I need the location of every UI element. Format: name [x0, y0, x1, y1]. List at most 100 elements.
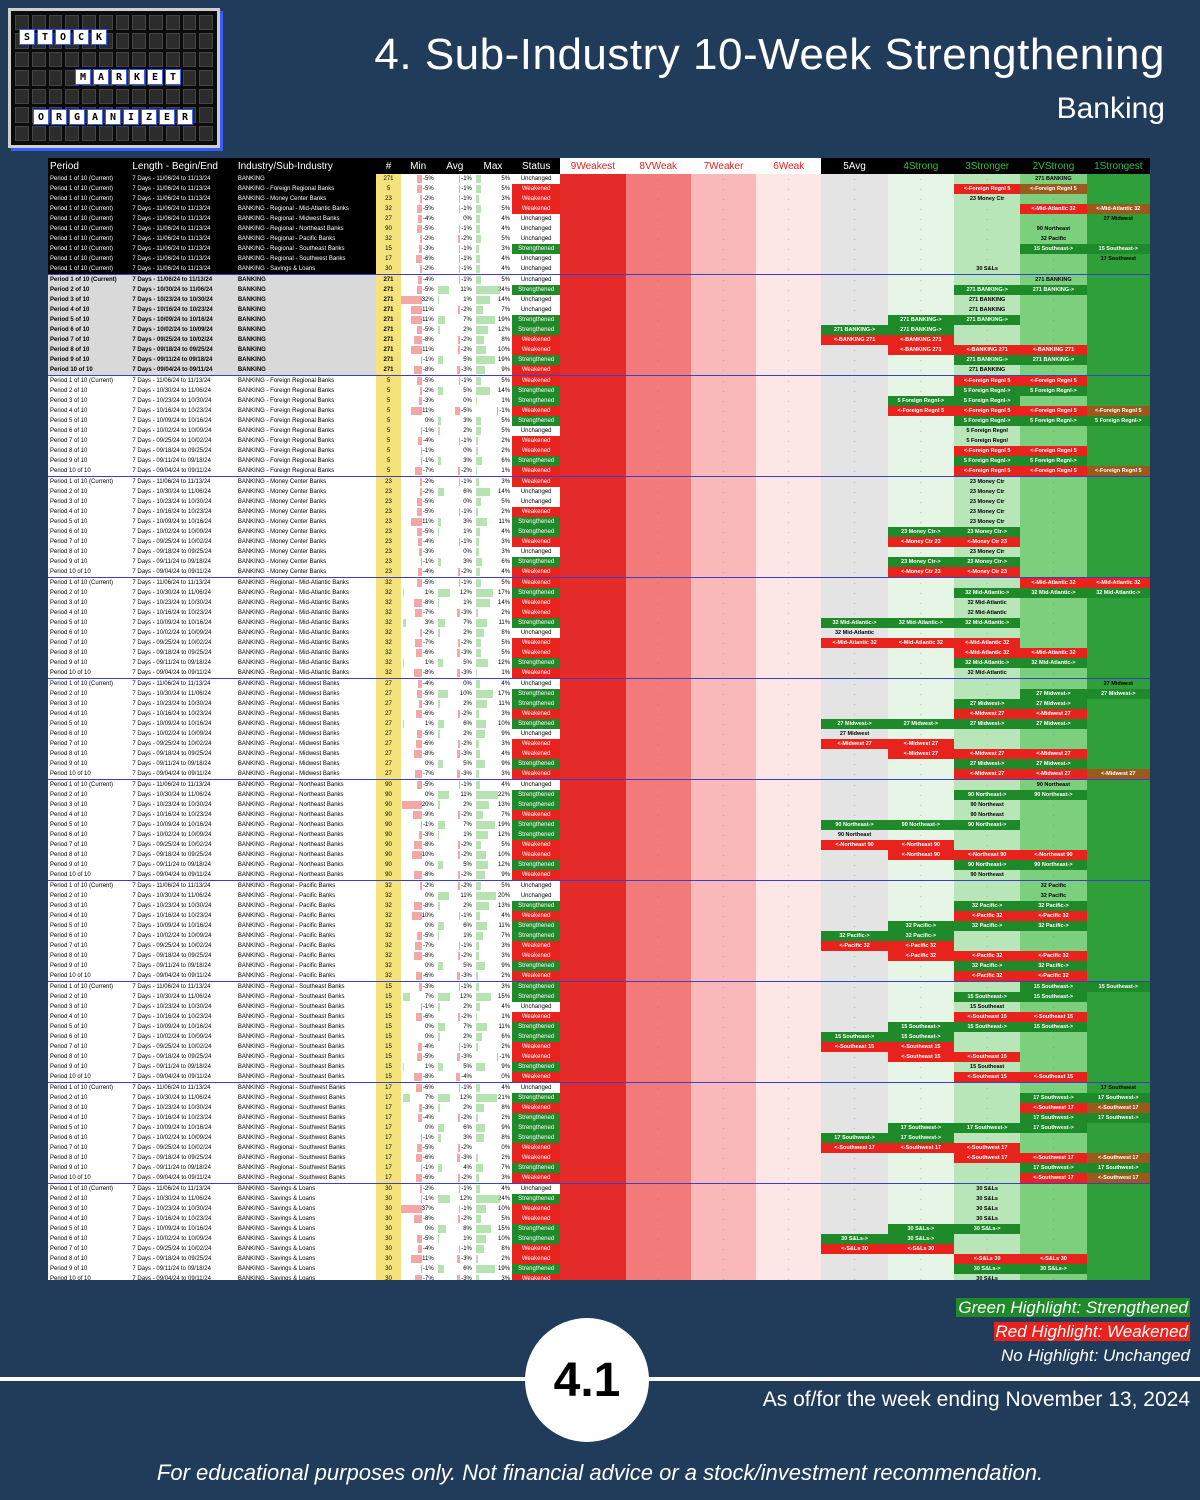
min-cell: 7%	[400, 992, 436, 1002]
industry-cell: BANKING - Savings & Loans	[235, 1244, 377, 1254]
status-badge: Unchanged	[512, 214, 561, 224]
count-cell: 32	[376, 588, 401, 598]
period-cell: Period 3 of 10	[48, 1204, 131, 1214]
rank-empty-cell: .	[821, 668, 888, 679]
rank-empty-cell: .	[821, 1012, 888, 1022]
rank-pill: 90 Northeast->	[954, 860, 1021, 870]
period-cell: Period 3 of 10	[48, 800, 131, 810]
rank-empty-cell: .	[1086, 891, 1150, 901]
period-cell: Period 10 of 10	[48, 466, 131, 477]
rank-pill: 23 Money Ctr	[954, 194, 1021, 204]
max-cell: 11%	[473, 699, 513, 709]
rank-empty-cell: .	[690, 1032, 757, 1042]
rank-empty-cell: .	[625, 1143, 691, 1153]
avg-cell: -2%	[435, 870, 474, 881]
table-row: Period 3 of 10 7 Days - 10/23/24 to 10/30…	[48, 598, 1150, 608]
max-bar	[475, 326, 488, 334]
rank-empty-cell: .	[1086, 860, 1150, 870]
rank-empty-cell: .	[756, 1012, 822, 1022]
count-cell: 17	[376, 1113, 401, 1123]
status-badge: Strengthened	[512, 1194, 561, 1204]
rank-empty-cell: .	[560, 880, 626, 891]
rank-empty-cell: .	[560, 891, 626, 901]
rank-empty-cell: .	[1020, 1234, 1087, 1244]
table-row: Period 5 of 10 7 Days - 10/09/24 to 10/16…	[48, 517, 1150, 527]
column-header: Period	[48, 158, 131, 174]
rank-empty-cell: .	[756, 1133, 822, 1143]
industry-cell: BANKING - Money Center Banks	[235, 547, 377, 557]
rank-empty-cell: .	[560, 1022, 626, 1032]
rank-empty-cell: .	[1020, 517, 1087, 527]
period-cell: Period 2 of 10	[48, 891, 131, 901]
rank-empty-cell: .	[821, 810, 888, 820]
max-cell: 3%	[473, 951, 513, 961]
rank-empty-cell: .	[625, 598, 691, 608]
count-cell: 30	[376, 1264, 401, 1274]
count-cell: 15	[376, 244, 401, 254]
date-range-cell: 7 Days - 10/16/24 to 10/23/24	[130, 406, 236, 416]
count-cell: 15	[376, 1072, 401, 1083]
period-cell: Period 5 of 10	[48, 1224, 131, 1234]
rank-empty-cell: .	[1086, 345, 1150, 355]
rank-empty-cell: .	[887, 1214, 954, 1224]
min-cell: 1%	[400, 588, 436, 598]
period-cell: Period 2 of 10	[48, 790, 131, 800]
rank-pill: <-Mid-Atlantic 32	[887, 638, 954, 648]
min-cell: -8%	[400, 1214, 436, 1224]
period-cell: Period 8 of 10	[48, 1254, 131, 1264]
rank-empty-cell: .	[625, 476, 691, 487]
rank-empty-cell: .	[821, 375, 888, 386]
avg-cell: 6%	[435, 921, 474, 931]
min-cell: 1%	[400, 1062, 436, 1072]
rank-empty-cell: .	[560, 769, 626, 780]
rank-empty-cell: .	[1020, 1194, 1087, 1204]
avg-cell: -2%	[435, 234, 474, 244]
min-cell: -2%	[400, 386, 436, 396]
rank-empty-cell: .	[560, 1163, 626, 1173]
avg-bar	[437, 1003, 440, 1011]
table-row: Period 7 of 10 7 Days - 09/25/24 to 10/02…	[48, 537, 1150, 547]
min-cell: -32%	[400, 295, 436, 305]
count-cell: 90	[376, 820, 401, 830]
rank-pill: 32 Pacific->	[887, 921, 954, 931]
rank-empty-cell: .	[756, 608, 822, 618]
industry-cell: BANKING - Regional - Mid-Atlantic Banks	[235, 668, 377, 679]
max-cell: 4%	[473, 264, 513, 275]
rank-pill: 271 BANKING->	[887, 315, 954, 325]
table-row: Period 4 of 10 7 Days - 10/16/24 to 10/23…	[48, 1214, 1150, 1224]
max-bar	[475, 538, 479, 546]
rank-empty-cell: .	[887, 375, 954, 386]
rank-pill: 5 Foreign Regnl->	[1020, 456, 1087, 466]
rank-pill: <-Pacific 32	[821, 941, 888, 951]
rank-empty-cell: .	[560, 274, 626, 285]
count-cell: 27	[376, 749, 401, 759]
status-badge: Unchanged	[512, 1183, 561, 1194]
rank-empty-cell: .	[1020, 426, 1087, 436]
rank-pill: 27 Midwest->	[954, 699, 1021, 709]
avg-bar	[437, 417, 441, 425]
max-cell: 5%	[473, 426, 513, 436]
rank-empty-cell: .	[625, 1194, 691, 1204]
date-range-cell: 7 Days - 09/18/24 to 09/25/24	[130, 749, 236, 759]
rank-empty-cell: .	[1086, 264, 1150, 275]
rank-empty-cell: .	[887, 658, 954, 668]
count-cell: 5	[376, 396, 401, 406]
date-range-cell: 7 Days - 11/06/24 to 11/13/24	[130, 174, 236, 184]
rank-empty-cell: .	[821, 850, 888, 860]
rank-empty-cell: .	[625, 396, 691, 406]
rank-empty-cell: .	[625, 769, 691, 780]
date-range-cell: 7 Days - 10/16/24 to 10/23/24	[130, 507, 236, 517]
rank-empty-cell: .	[560, 628, 626, 638]
count-cell: 27	[376, 709, 401, 719]
logo-letter: T	[165, 69, 181, 85]
avg-cell: -1%	[435, 1042, 474, 1052]
rank-empty-cell: .	[625, 204, 691, 214]
rank-empty-cell: .	[756, 1113, 822, 1123]
table-row: Period 1 of 10 (Current) 7 Days - 11/06/2…	[48, 375, 1150, 386]
period-cell: Period 8 of 10	[48, 951, 131, 961]
rank-empty-cell: .	[625, 921, 691, 931]
period-cell: Period 1 of 10 (Current)	[48, 375, 131, 386]
min-cell: 1%	[400, 719, 436, 729]
min-cell: -37%	[400, 1204, 436, 1214]
max-bar	[475, 397, 477, 405]
